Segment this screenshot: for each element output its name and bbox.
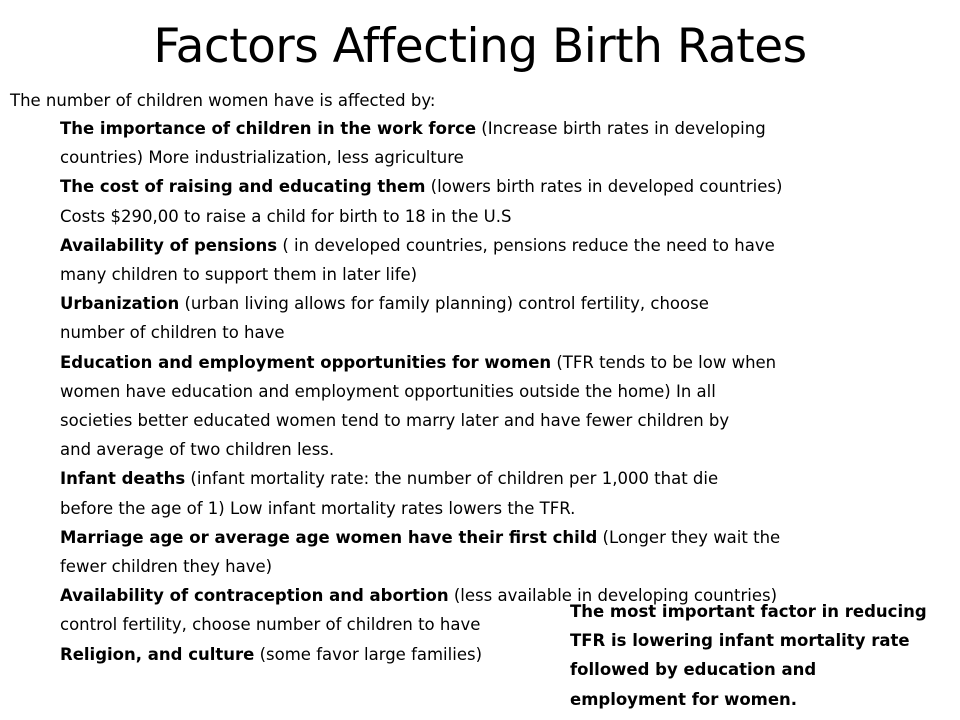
factor-contraception: Availability of contraception and aborti… bbox=[60, 581, 860, 639]
factor-pensions: Availability of pensions ( in developed … bbox=[60, 231, 860, 289]
callout-line: employment for women. bbox=[570, 689, 798, 709]
factor-text: (Longer they wait the bbox=[597, 527, 781, 547]
factor-line: Urbanization (urban living allows for fa… bbox=[60, 289, 860, 318]
factor-line: Infant deaths (infant mortality rate: th… bbox=[60, 464, 860, 493]
factor-line: Religion, and culture (some favor large … bbox=[60, 640, 860, 669]
factor-text: (some favor large families) bbox=[254, 644, 482, 664]
factor-text: (urban living allows for family planning… bbox=[179, 294, 709, 314]
factor-heading: Availability of pensions bbox=[60, 235, 278, 255]
key-factor-callout: The most important factor in reducing TF… bbox=[570, 597, 960, 714]
factor-text: ( in developed countries, pensions reduc… bbox=[277, 235, 775, 255]
factor-text: (infant mortality rate: the number of ch… bbox=[185, 469, 719, 489]
factor-marriage-age: Marriage age or average age women have t… bbox=[60, 523, 860, 581]
factor-line: The importance of children in the work f… bbox=[60, 114, 860, 143]
factor-text: (less available in developing countries) bbox=[448, 586, 778, 606]
factor-cost-of-raising: The cost of raising and educating them (… bbox=[60, 172, 860, 230]
factor-education-women: Education and employment opportunities f… bbox=[60, 348, 860, 465]
factor-text: (TFR tends to be low when bbox=[551, 352, 777, 372]
factor-heading: Religion, and culture bbox=[60, 644, 255, 664]
factor-line: before the age of 1) Low infant mortalit… bbox=[60, 498, 576, 518]
callout-line: TFR is lowering infant mortality rate bbox=[570, 631, 910, 651]
factor-line: Education and employment opportunities f… bbox=[60, 348, 860, 377]
factor-line: control fertility, choose number of chil… bbox=[60, 615, 481, 635]
factor-heading: The cost of raising and educating them bbox=[60, 177, 426, 197]
factor-line: Costs $290,00 to raise a child for birth… bbox=[60, 206, 512, 226]
factors-list: The importance of children in the work f… bbox=[60, 114, 860, 669]
callout-line: followed by education and bbox=[570, 660, 817, 680]
factor-line: Availability of pensions ( in developed … bbox=[60, 231, 860, 260]
intro-text: The number of children women have is aff… bbox=[10, 91, 436, 110]
factor-heading: Education and employment opportunities f… bbox=[60, 352, 552, 372]
factor-heading: The importance of children in the work f… bbox=[60, 119, 477, 138]
factor-line: Availability of contraception and aborti… bbox=[60, 581, 860, 610]
factor-text: (lowers birth rates in developed countri… bbox=[425, 177, 783, 197]
factor-line: societies better educated women tend to … bbox=[60, 411, 730, 431]
factor-work-force: The importance of children in the work f… bbox=[60, 114, 860, 172]
factor-heading: Marriage age or average age women have t… bbox=[60, 527, 598, 547]
callout-line: The most important factor in reducing bbox=[570, 602, 927, 621]
slide-title: Factors Affecting Birth Rates bbox=[153, 19, 807, 74]
factor-line: The cost of raising and educating them (… bbox=[60, 172, 860, 201]
factor-line: number of children to have bbox=[60, 323, 285, 343]
factor-line: and average of two children less. bbox=[60, 440, 335, 460]
factor-heading: Infant deaths bbox=[60, 469, 186, 489]
factor-heading: Urbanization bbox=[60, 294, 180, 314]
factor-line: fewer children they have) bbox=[60, 557, 273, 577]
factor-heading: Availability of contraception and aborti… bbox=[60, 586, 449, 606]
factor-infant-deaths: Infant deaths (infant mortality rate: th… bbox=[60, 464, 860, 522]
factor-line: many children to support them in later l… bbox=[60, 265, 418, 285]
factor-religion-culture: Religion, and culture (some favor large … bbox=[60, 640, 860, 669]
factor-line: countries) More industrialization, less … bbox=[60, 148, 464, 168]
factor-text: (Increase birth rates in developing bbox=[476, 119, 766, 138]
factor-line: women have education and employment oppo… bbox=[60, 381, 716, 401]
factor-line: Marriage age or average age women have t… bbox=[60, 523, 860, 552]
factor-urbanization: Urbanization (urban living allows for fa… bbox=[60, 289, 860, 347]
